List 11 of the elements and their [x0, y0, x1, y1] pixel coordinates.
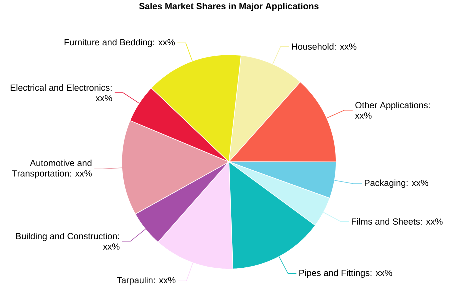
slice-label: Household: xx%: [292, 43, 357, 50]
slice-label: Tarpaulin: xx%: [117, 276, 176, 286]
slice-label: Furniture and Bedding: xx%: [64, 38, 176, 48]
chart-title: Sales Market Shares in Major Applications: [139, 2, 319, 12]
slice-label: Automotive and Transportation: xx%: [12, 160, 92, 178]
slice-label: Films and Sheets: xx%: [352, 218, 443, 225]
slice-label: Pipes and Fittings: xx%: [300, 270, 392, 278]
slice-label: Building and Construction: xx%: [16, 232, 120, 250]
slice-label: Electrical and Electronics: xx%: [10, 84, 112, 102]
slice-label: Other Applications: xx%: [355, 102, 430, 119]
slice-label: Packaging: xx%: [365, 180, 428, 188]
